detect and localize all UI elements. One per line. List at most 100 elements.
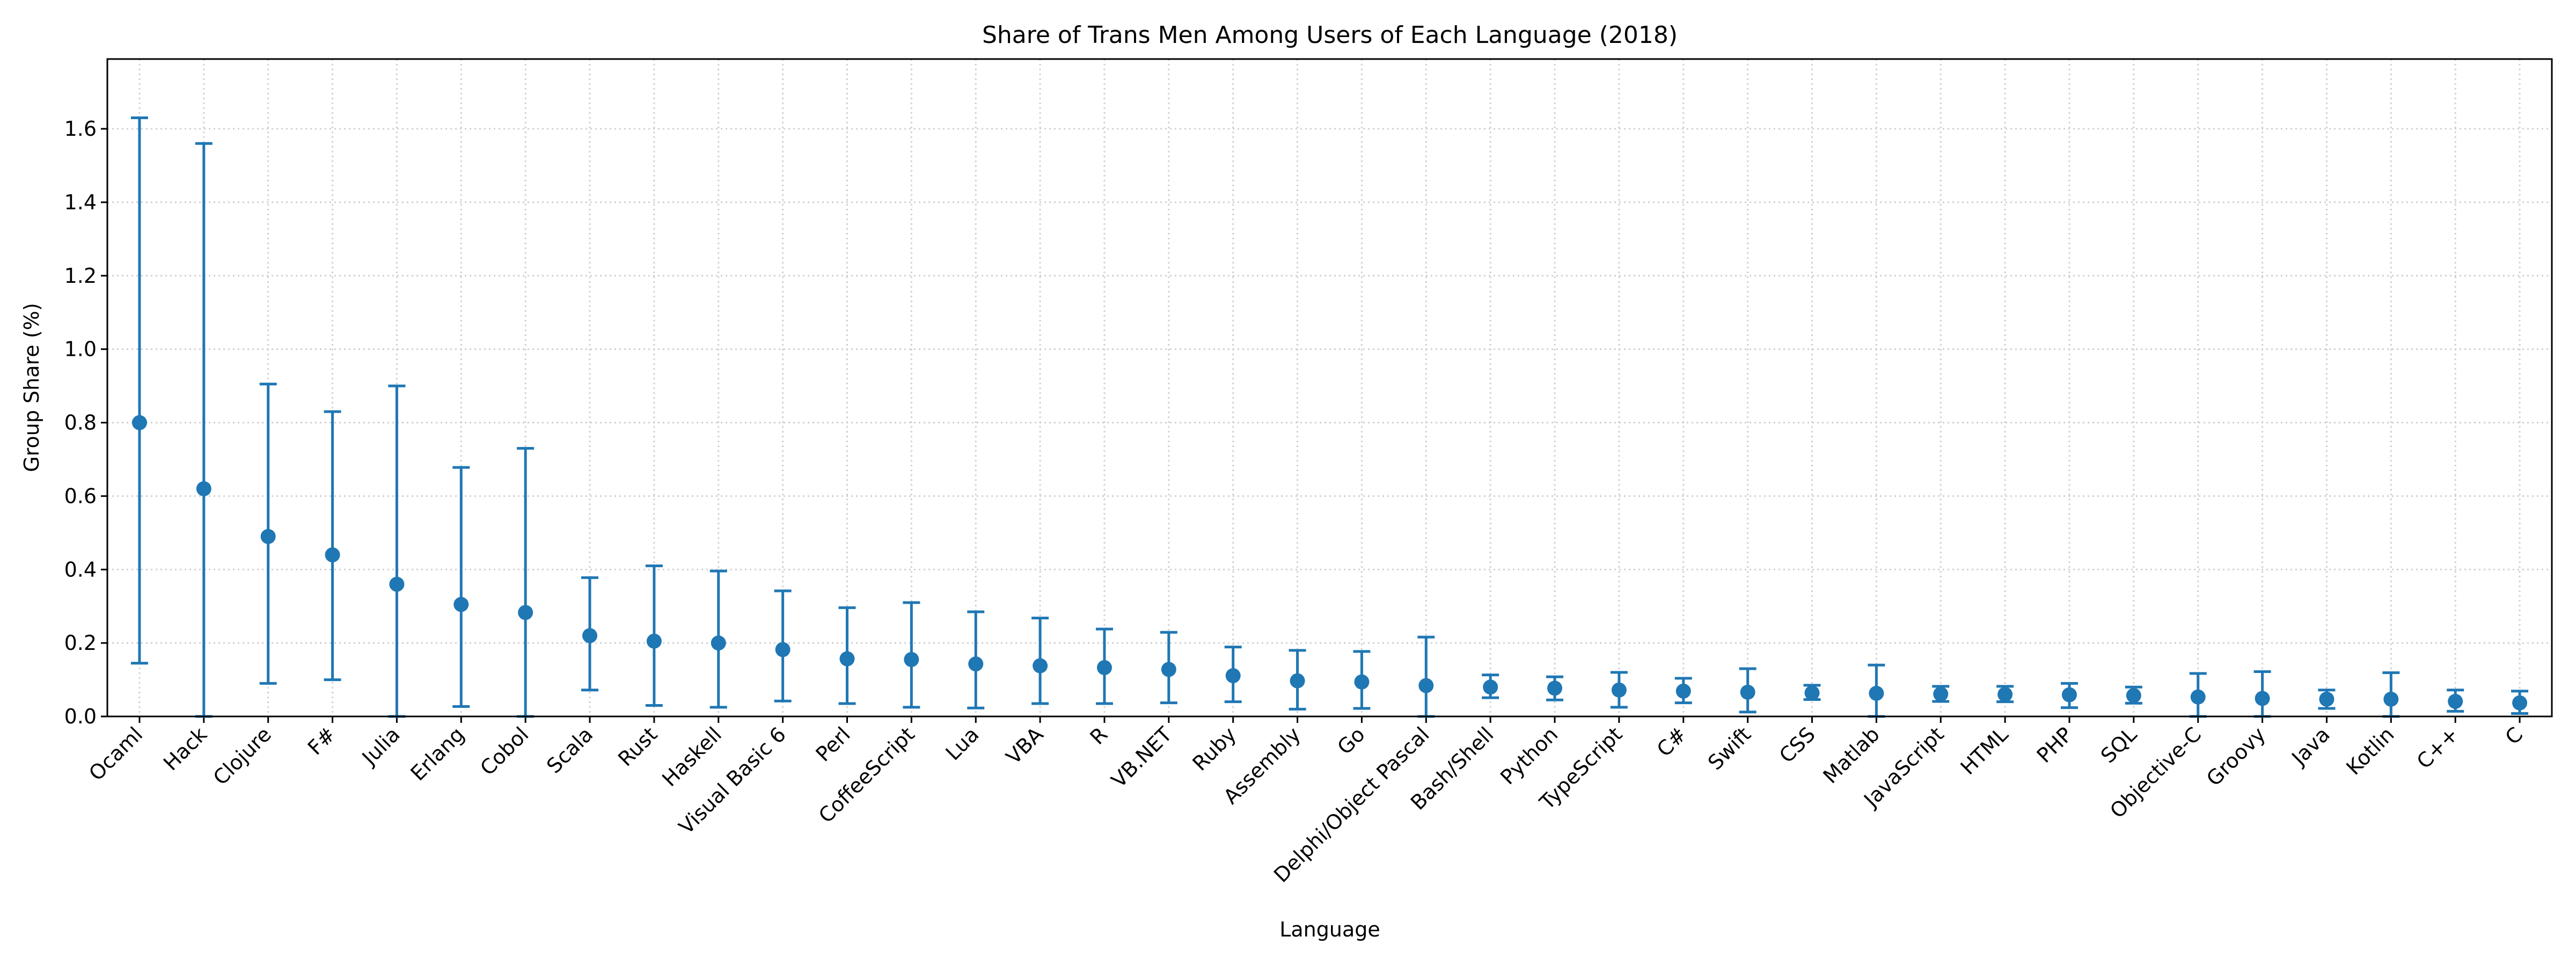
- data-point-C++: [2448, 693, 2463, 709]
- y-tick-label: 0.8: [64, 411, 97, 435]
- data-point-Ruby: [1225, 668, 1241, 684]
- y-tick-label: 0.4: [64, 558, 97, 581]
- x-tick-label: Swift: [1703, 722, 1755, 774]
- x-tick-label: C++: [2412, 722, 2463, 773]
- x-tick-label: R: [1086, 722, 1113, 749]
- error-bar-Assembly: [1289, 649, 1306, 711]
- data-point-Bash/Shell: [1483, 679, 1498, 695]
- data-point-SQL: [2126, 687, 2141, 703]
- error-bar-Ocaml: [130, 116, 148, 665]
- plot-frame: [106, 58, 2553, 718]
- error-bar-Swift: [1739, 667, 1757, 714]
- data-points: [130, 116, 2529, 718]
- x-axis-label: Language: [1279, 918, 1380, 941]
- error-bar-Scala: [581, 576, 599, 692]
- data-point-Ocaml: [131, 415, 147, 430]
- error-bar-Groovy: [2253, 670, 2271, 718]
- error-bar-Python: [1546, 675, 1564, 701]
- data-point-Go: [1354, 674, 1370, 690]
- x-tick-label: Python: [1496, 722, 1562, 789]
- data-point-VB.NET: [1161, 662, 1176, 677]
- data-point-Groovy: [2255, 691, 2270, 706]
- data-point-VBA: [1033, 658, 1048, 674]
- data-point-Kotlin: [2383, 691, 2399, 707]
- x-tick-label: VB.NET: [1107, 722, 1177, 793]
- y-tick-label: 0.6: [64, 484, 97, 508]
- data-point-F#: [325, 547, 340, 562]
- data-point-C: [2512, 695, 2528, 711]
- error-bar-VB.NET: [1160, 631, 1177, 705]
- error-bar-Clojure: [259, 383, 277, 685]
- data-point-Python: [1547, 680, 1563, 696]
- data-point-CSS: [1804, 685, 1820, 701]
- data-point-Lua: [968, 656, 984, 672]
- data-point-R: [1096, 660, 1112, 675]
- error-bar-R: [1095, 627, 1113, 705]
- error-bar-Java: [2318, 689, 2336, 710]
- x-tick-label: CSS: [1775, 722, 1820, 767]
- error-bar-Haskell: [709, 569, 727, 709]
- x-tick-label: VBA: [1001, 722, 1048, 769]
- x-tick-label: Groovy: [2202, 722, 2270, 791]
- x-tick-label: Julia: [357, 722, 405, 770]
- data-point-Objective-C: [2190, 689, 2206, 705]
- data-point-Hack: [196, 481, 211, 496]
- data-point-PHP: [2061, 687, 2077, 702]
- error-bar-C#: [1674, 677, 1692, 705]
- data-point-Julia: [389, 576, 405, 592]
- x-tick-label: F#: [303, 722, 340, 759]
- error-bar-Bash/Shell: [1482, 674, 1499, 699]
- y-axis-label: Group Share (%): [20, 303, 43, 472]
- x-tick-label: SQL: [2096, 722, 2141, 767]
- x-tick-label: Scala: [542, 722, 597, 778]
- error-bar-PHP: [2060, 682, 2078, 709]
- x-tick-label: Ruby: [1188, 722, 1241, 775]
- data-point-Perl: [839, 651, 855, 667]
- error-bar-JavaScript: [1932, 685, 1950, 703]
- x-tick-label: HTML: [1956, 722, 2013, 779]
- error-bar-C++: [2447, 689, 2464, 713]
- x-tick-label: PHP: [2032, 722, 2077, 767]
- data-point-Delphi/Object Pascal: [1418, 678, 1434, 693]
- data-point-Haskell: [711, 635, 726, 651]
- x-tick-label: Perl: [811, 722, 854, 766]
- x-tick-label: Cobol: [475, 722, 533, 780]
- data-point-JavaScript: [1933, 686, 1949, 702]
- x-tick-label: Erlang: [406, 722, 469, 785]
- data-point-Erlang: [453, 597, 469, 612]
- data-point-TypeScript: [1611, 682, 1627, 698]
- x-tick-label: Lua: [941, 722, 983, 765]
- data-point-Matlab: [1869, 685, 1884, 701]
- data-point-CoffeeScript: [904, 652, 919, 667]
- x-tick-label: Java: [2287, 722, 2334, 770]
- error-bar-F#: [324, 410, 341, 682]
- chart-title: Share of Trans Men Among Users of Each L…: [982, 21, 1678, 49]
- data-point-Clojure: [260, 529, 276, 544]
- error-bar-TypeScript: [1610, 671, 1628, 709]
- y-tick-label: 1.2: [64, 264, 97, 288]
- error-bar-Visual Basic 6: [774, 589, 792, 702]
- error-bar-Ruby: [1224, 646, 1242, 704]
- error-bar-C: [2511, 690, 2529, 715]
- error-bar-Erlang: [452, 466, 470, 708]
- data-point-Visual Basic 6: [775, 642, 791, 657]
- data-point-Assembly: [1290, 673, 1305, 689]
- y-tick-label: 0.0: [64, 705, 97, 728]
- x-tick-label: Hack: [159, 722, 211, 775]
- data-point-Rust: [646, 633, 662, 649]
- data-point-Scala: [582, 628, 598, 643]
- data-point-Java: [2319, 691, 2334, 707]
- x-tick-label: Clojure: [209, 722, 276, 789]
- x-tick-label: Rust: [613, 722, 662, 771]
- error-bar-Hack: [195, 142, 213, 718]
- error-bar-Lua: [967, 610, 985, 709]
- error-bar-Go: [1353, 650, 1371, 710]
- x-tick-label: Go: [1333, 722, 1369, 759]
- data-point-HTML: [1997, 686, 2013, 702]
- error-bar-Perl: [838, 606, 856, 705]
- x-tick-label: Kotlin: [2341, 722, 2398, 779]
- y-tick-label: 1.0: [64, 338, 97, 361]
- grid: [107, 59, 2552, 718]
- error-bar-HTML: [1996, 685, 2014, 704]
